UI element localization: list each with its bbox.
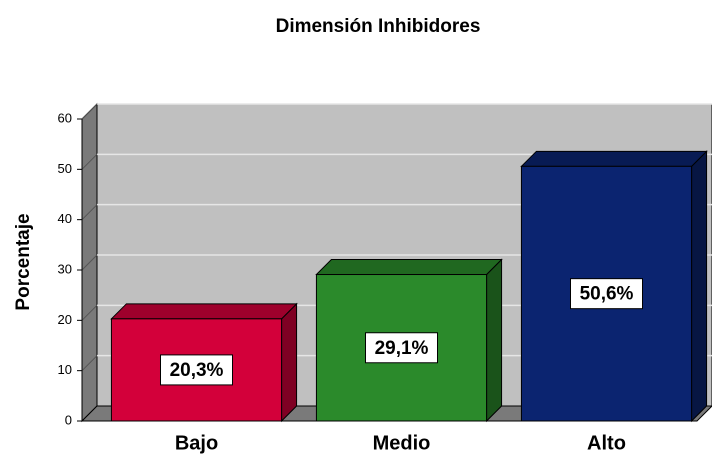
value-label: 20,3% <box>170 360 224 381</box>
x-tick-label: Alto <box>587 432 626 454</box>
bar-top <box>315 259 503 276</box>
bar-top <box>110 303 298 320</box>
x-tick-label: Bajo <box>175 432 218 454</box>
value-label-box <box>365 332 438 364</box>
y-tick-label: 50 <box>58 161 72 176</box>
value-label: 50,6% <box>580 284 634 305</box>
y-tick-label: 0 <box>65 412 72 427</box>
grid-line-side <box>81 103 98 120</box>
x-tick-label: Medio <box>373 432 431 454</box>
grid-line-side <box>81 304 98 321</box>
bar-side <box>281 302 298 423</box>
y-axis-label: Porcentaje <box>13 213 34 310</box>
y-tick-label: 30 <box>58 261 72 276</box>
bar-side <box>691 150 708 423</box>
grid-line-side <box>81 153 98 170</box>
y-tick-label: 60 <box>58 110 72 125</box>
grid-line-side <box>81 355 98 372</box>
y-tick-label: 20 <box>58 312 72 327</box>
y-tick-label: 10 <box>58 362 72 377</box>
chart-title: Dimensión Inhibidores <box>276 16 481 37</box>
grid-line-side <box>81 204 98 221</box>
value-label-box <box>570 278 643 310</box>
bar-top <box>520 150 708 167</box>
grid-line-side <box>81 254 98 271</box>
value-label: 29,1% <box>375 338 429 359</box>
y-tick-label: 40 <box>58 211 72 226</box>
value-label-box <box>160 354 233 386</box>
bar-side <box>486 258 503 423</box>
